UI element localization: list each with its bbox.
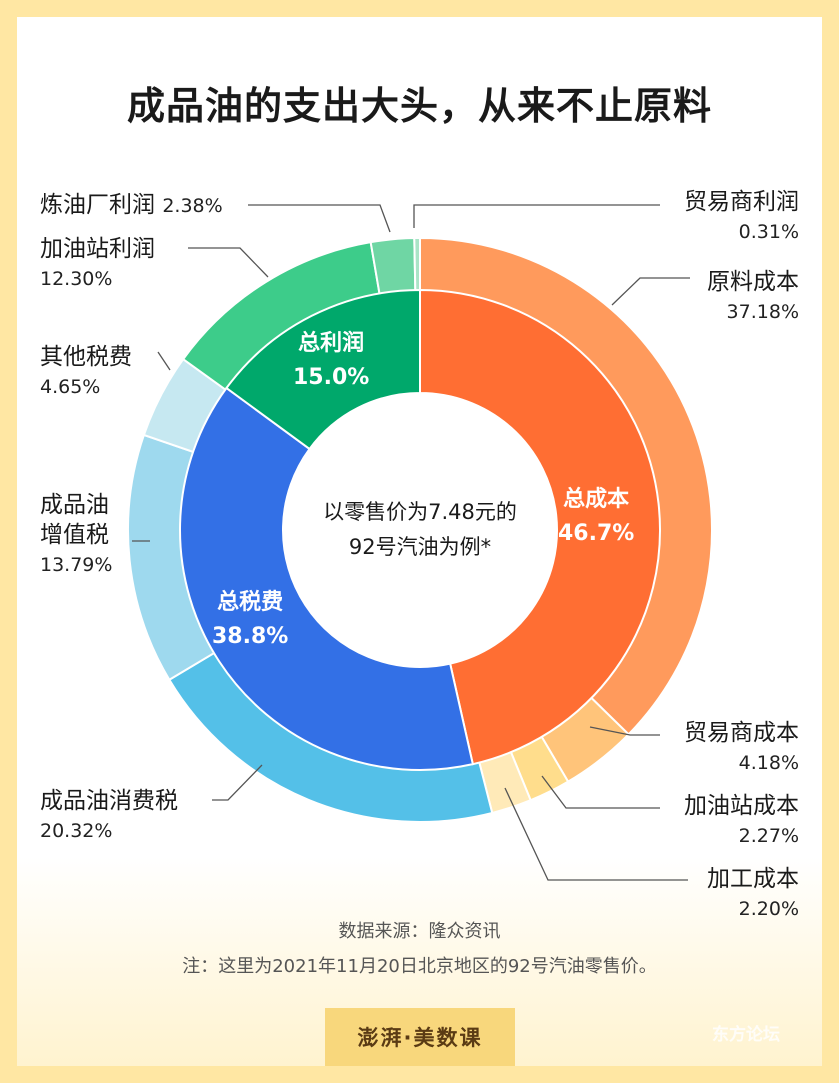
leader-line-trader-cost <box>589 726 660 736</box>
inner-slice-0 <box>419 288 661 766</box>
label-processing-cost-name: 加工成本 <box>707 866 799 892</box>
center-line-1: 以零售价为7.48元的 <box>323 500 517 524</box>
label-consumption-tax: 成品油消费税 20.32% <box>40 786 178 846</box>
label-trader-profit-value: 0.31% <box>738 221 799 243</box>
label-trader-cost-value: 4.18% <box>738 752 799 774</box>
brand-logo: 澎湃·美数课 <box>325 1008 515 1066</box>
label-processing-cost-value: 2.20% <box>738 898 799 920</box>
inner-ring <box>179 288 661 771</box>
inner-name-tax: 总税费 <box>217 590 284 615</box>
label-refinery-profit: 炼油厂利润 2.38% <box>40 190 223 221</box>
label-vat-value: 13.79% <box>40 554 113 576</box>
label-raw-material-name: 原料成本 <box>707 269 799 295</box>
inner-value-profit: 15.0% <box>293 365 370 390</box>
label-trader-profit: 贸易商利润 0.31% <box>684 187 799 247</box>
inner-name-cost: 总成本 <box>563 487 630 512</box>
label-vat-name: 成品油增值税 <box>40 492 109 548</box>
watermark: 东方论坛 <box>712 1025 780 1045</box>
label-other-tax-name: 其他税费 <box>40 344 132 370</box>
label-consumption-tax-value: 20.32% <box>40 820 113 842</box>
label-station-profit-value: 12.30% <box>40 268 113 290</box>
leader-line-raw-material <box>611 277 690 306</box>
leader-line-station-profit <box>188 247 269 278</box>
leader-line-processing-cost <box>504 787 688 881</box>
inner-label-cost: 总成本 46.7% <box>558 483 634 551</box>
leader-line-trader-profit <box>413 204 660 228</box>
leader-line-refinery-profit <box>248 204 391 233</box>
chart-title: 成品油的支出大头，从来不止原料 <box>126 84 712 128</box>
label-consumption-tax-name: 成品油消费税 <box>40 788 178 814</box>
label-vat: 成品油增值税 13.79% <box>40 490 130 580</box>
center-text: 以零售价为7.48元的 92号汽油为例* <box>290 495 550 565</box>
label-station-cost-name: 加油站成本 <box>684 793 799 819</box>
label-station-cost: 加油站成本 2.27% <box>684 791 799 851</box>
outer-slice-9 <box>413 236 421 295</box>
inner-slice-1 <box>179 386 475 771</box>
leader-line-consumption-tax <box>212 764 263 801</box>
label-raw-material-value: 37.18% <box>726 301 799 323</box>
leader-line-station-cost <box>541 775 660 809</box>
leader-lines <box>132 204 690 881</box>
label-station-cost-value: 2.27% <box>738 825 799 847</box>
label-other-tax: 其他税费 4.65% <box>40 342 132 402</box>
inner-label-profit: 总利润 15.0% <box>293 327 369 395</box>
inner-name-profit: 总利润 <box>298 331 365 356</box>
label-refinery-profit-value: 2.38% <box>162 195 223 217</box>
inner-slice-2 <box>225 288 421 451</box>
label-other-tax-value: 4.65% <box>40 376 101 398</box>
inner-value-cost: 46.7% <box>558 521 635 546</box>
label-station-profit: 加油站利润 12.30% <box>40 234 155 294</box>
footnote-text: 注：这里为2021年11月20日北京地区的92号汽油零售价。 <box>182 956 657 977</box>
label-trader-cost: 贸易商成本 4.18% <box>684 718 799 778</box>
center-line-2: 92号汽油为例* <box>348 535 492 559</box>
label-station-profit-name: 加油站利润 <box>40 236 155 262</box>
source-text: 数据来源：隆众资讯 <box>338 921 501 942</box>
label-refinery-profit-name: 炼油厂利润 <box>40 192 155 218</box>
label-processing-cost: 加工成本 2.20% <box>707 864 799 924</box>
leader-line-other-tax <box>157 351 171 371</box>
label-trader-profit-name: 贸易商利润 <box>684 189 799 215</box>
label-trader-cost-name: 贸易商成本 <box>684 720 799 746</box>
label-raw-material: 原料成本 37.18% <box>707 267 799 327</box>
inner-label-tax: 总税费 38.8% <box>212 586 288 654</box>
inner-value-tax: 38.8% <box>212 624 289 649</box>
